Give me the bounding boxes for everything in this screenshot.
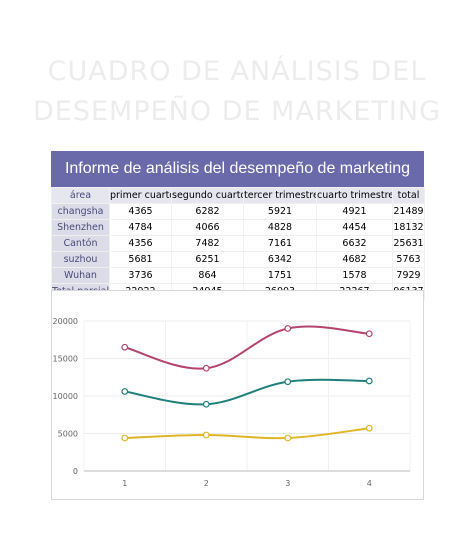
series-point-2 xyxy=(121,388,129,395)
row-q1: 5681 xyxy=(109,251,172,268)
series-point-2 xyxy=(284,378,292,386)
row-q1: 3736 xyxy=(109,267,172,284)
row-q2: 864 xyxy=(171,267,244,284)
row-q2: 4066 xyxy=(171,219,244,236)
row-q3: 4828 xyxy=(243,219,317,236)
table-row: Shenzhen 4784 4066 4828 4454 18132 xyxy=(51,219,425,236)
row-area: Shenzhen xyxy=(51,219,110,236)
row-q3: 1751 xyxy=(243,267,317,284)
series-line-3 xyxy=(124,427,370,440)
y-tick-label: 0 xyxy=(73,467,78,476)
y-tick-label: 10000 xyxy=(53,392,78,401)
y-tick-label: 5000 xyxy=(58,430,78,439)
data-table: área primer cuarto segundo cuarto tercer… xyxy=(51,187,425,300)
row-q1: 4365 xyxy=(109,203,172,220)
row-q4: 4921 xyxy=(316,203,393,220)
row-total: 18132 xyxy=(392,219,425,236)
header-q3: tercer trimestre xyxy=(243,187,317,204)
row-q4: 4454 xyxy=(316,219,393,236)
x-tick-label: 2 xyxy=(204,479,209,488)
row-area: Cantón xyxy=(51,235,110,252)
row-q2: 6282 xyxy=(171,203,244,220)
header-q1: primer cuarto xyxy=(109,187,172,204)
row-total: 7929 xyxy=(392,267,425,284)
x-tick-label: 1 xyxy=(122,479,127,488)
row-q3: 6342 xyxy=(243,251,317,268)
row-q4: 6632 xyxy=(316,235,393,252)
series-point-1 xyxy=(121,343,129,351)
header-q4: cuarto trimestre xyxy=(316,187,393,204)
line-chart-panel: 0 5000 10000 15000 20000 1 2 3 4 xyxy=(51,290,424,500)
row-q1: 4784 xyxy=(109,219,172,236)
series-point-3 xyxy=(121,434,129,442)
series-point-1 xyxy=(365,330,373,338)
series-line-1 xyxy=(124,325,370,370)
row-q2: 6251 xyxy=(171,251,244,268)
series-point-2 xyxy=(202,400,210,408)
row-area: changsha xyxy=(51,203,110,220)
row-area: suzhou xyxy=(51,251,110,268)
watermark-title-line-1: CUADRO DE ANÁLISIS DEL xyxy=(47,56,427,87)
row-total: 21489 xyxy=(392,203,425,220)
row-total: 5763 xyxy=(392,251,425,268)
line-chart: 0 5000 10000 15000 20000 1 2 3 4 xyxy=(53,317,411,488)
series-point-3 xyxy=(365,424,373,432)
series-point-3 xyxy=(202,431,210,439)
header-q2: segundo cuarto xyxy=(171,187,244,204)
table-row: changsha 4365 6282 5921 4921 21489 xyxy=(51,203,425,220)
series-point-3 xyxy=(284,434,292,442)
header-total: total xyxy=(392,187,425,204)
report-title: Informe de análisis del desempeño de mar… xyxy=(51,151,424,187)
watermark-title-line-2: DESEMPEÑO DE MARKETING xyxy=(32,96,441,127)
row-q4: 1578 xyxy=(316,267,393,284)
table-row: Wuhan 3736 864 1751 1578 7929 xyxy=(51,267,425,284)
series-line-2 xyxy=(124,378,370,406)
y-tick-label: 15000 xyxy=(53,355,78,364)
row-q1: 4356 xyxy=(109,235,172,252)
series-point-1 xyxy=(284,325,292,332)
row-q3: 7161 xyxy=(243,235,317,252)
row-q2: 7482 xyxy=(171,235,244,252)
series-point-2 xyxy=(365,377,373,385)
series-point-1 xyxy=(202,364,210,372)
row-area: Wuhan xyxy=(51,267,110,284)
x-tick-label: 3 xyxy=(285,479,290,488)
table-header-row: área primer cuarto segundo cuarto tercer… xyxy=(51,187,425,204)
row-q4: 4682 xyxy=(316,251,393,268)
x-tick-label: 4 xyxy=(367,479,372,488)
table-row: Cantón 4356 7482 7161 6632 25631 xyxy=(51,235,425,252)
y-tick-label: 20000 xyxy=(53,317,78,326)
row-total: 25631 xyxy=(392,235,425,252)
header-area: área xyxy=(51,187,110,204)
row-q3: 5921 xyxy=(243,203,317,220)
report-panel: Informe de análisis del desempeño de mar… xyxy=(51,151,425,300)
table-row: suzhou 5681 6251 6342 4682 5763 xyxy=(51,251,425,268)
